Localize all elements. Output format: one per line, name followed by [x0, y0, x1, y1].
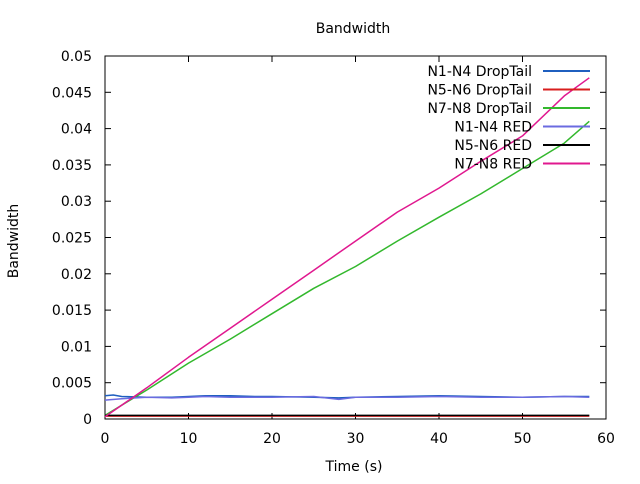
x-tick-label: 30 — [347, 431, 365, 447]
legend: N1-N4 DropTail N5-N6 DropTail N7-N8 DropTa… — [427, 64, 590, 173]
x-tick-label: 60 — [597, 431, 615, 447]
y-tick-label: 0.03 — [61, 194, 92, 210]
y-tick-label: 0.015 — [52, 303, 92, 319]
y-tick-label: 0 — [83, 412, 92, 428]
x-tick-label: 50 — [514, 431, 532, 447]
legend-label: N7-N8 RED — [454, 157, 532, 173]
series-line-5 — [104, 77, 590, 418]
x-tick-label: 0 — [101, 431, 110, 447]
x-tick-label: 10 — [180, 431, 198, 447]
y-axis-label: Bandwidth — [6, 204, 22, 279]
x-axis-label: Time (s) — [325, 459, 383, 475]
x-tick-label: 40 — [430, 431, 448, 447]
y-tick-label: 0.04 — [61, 122, 92, 138]
chart-title: Bandwidth — [316, 21, 391, 37]
plot-area: 0 10 20 30 40 50 60 0 0.005 0.01 0.015 0.02 0.025 0.0… — [52, 49, 615, 447]
y-tick-label: 0.045 — [52, 85, 92, 101]
y-tick-label: 0.05 — [61, 49, 92, 65]
y-tick-label: 0.02 — [61, 267, 92, 283]
legend-label: N7-N8 DropTail — [427, 101, 532, 117]
y-tick-label: 0.025 — [52, 231, 92, 247]
series-line-3 — [104, 395, 590, 401]
x-tick-label: 20 — [263, 431, 281, 447]
legend-label: N5-N6 DropTail — [427, 83, 532, 99]
y-tick-label: 0.005 — [52, 376, 92, 392]
legend-label: N1-N4 DropTail — [427, 64, 532, 80]
series-line-2 — [104, 120, 590, 417]
y-tick-label: 0.035 — [52, 158, 92, 174]
y-tick-label: 0.01 — [61, 339, 92, 355]
legend-label: N5-N6 RED — [454, 138, 532, 154]
legend-label: N1-N4 RED — [454, 120, 532, 136]
